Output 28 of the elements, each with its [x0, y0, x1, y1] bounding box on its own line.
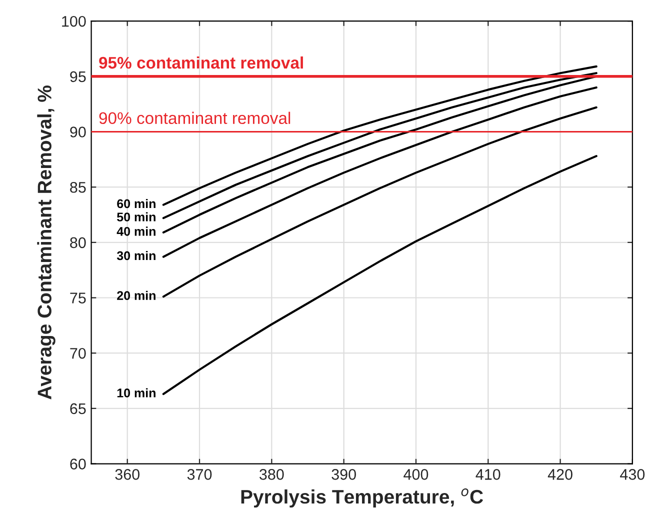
series-label: 40 min	[116, 226, 156, 236]
y-tick-label: 60	[70, 458, 86, 470]
y-tick-label: 90	[70, 126, 86, 138]
y-tick-label: 75	[70, 292, 86, 304]
x-tick-label: 400	[404, 469, 428, 480]
y-tick-label: 70	[70, 348, 86, 359]
series-label: 20 min	[117, 290, 156, 300]
x-tick-label: 360	[115, 469, 140, 480]
x-tick-label: 390	[332, 469, 356, 480]
series-label: 50 min	[117, 212, 156, 222]
x-tick-label: 370	[187, 469, 212, 480]
x-tick-label: 410	[476, 469, 500, 480]
x-tick-label: 420	[548, 469, 572, 480]
y-axis-title: Average Contaminant Removal, %	[37, 86, 56, 400]
y-tick-label: 65	[70, 403, 86, 414]
x-tick-label: 430	[620, 469, 645, 480]
y-tick-label: 80	[70, 237, 86, 248]
x-tick-label: 380	[260, 469, 284, 480]
series-label: 60 min	[117, 198, 156, 208]
ref-line-label: 95% contaminant removal	[99, 56, 303, 69]
line-series	[162, 155, 598, 396]
y-tick-label: 100	[62, 16, 86, 27]
series-label: 30 min	[116, 250, 156, 260]
series-label: 10 min	[117, 388, 156, 398]
ref-line-label: 90% contaminant removal	[99, 112, 290, 124]
y-tick-label: 95	[70, 71, 86, 82]
x-axis-title: Pyrolysis Temperature, $^{o}$C	[241, 488, 484, 508]
y-tick-label: 85	[70, 182, 86, 193]
